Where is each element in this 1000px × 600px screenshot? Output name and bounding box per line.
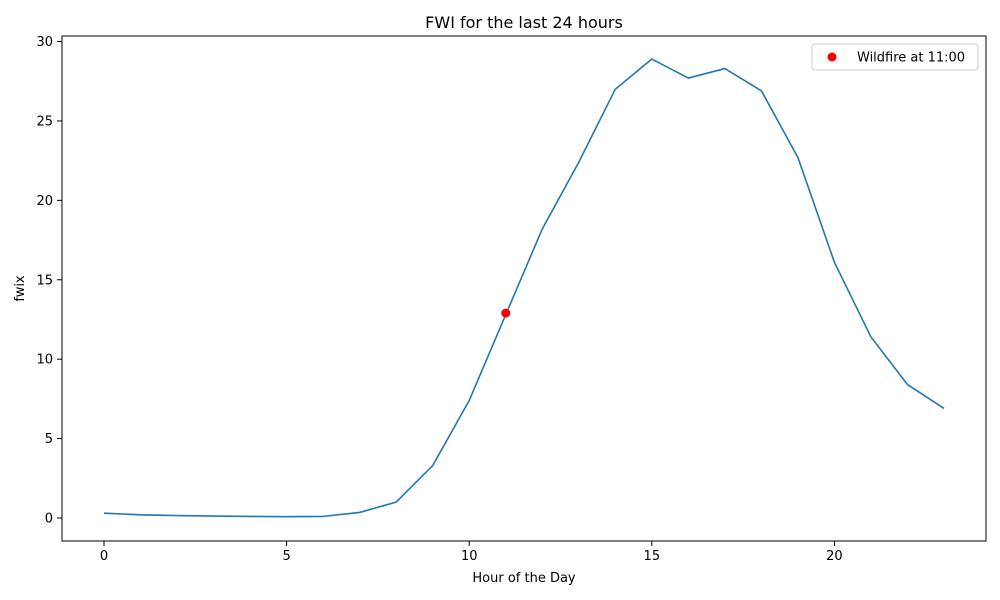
x-tick-label: 5 <box>282 549 290 564</box>
chart-title: FWI for the last 24 hours <box>425 13 623 32</box>
y-tick-label: 0 <box>45 511 53 526</box>
y-axis-label: fwix <box>13 275 28 302</box>
x-tick-label: 0 <box>100 549 108 564</box>
legend-box <box>811 43 979 71</box>
legend-label-wildfire: Wildfire at 11:00 <box>857 51 965 66</box>
series-line-0 <box>103 58 945 518</box>
legend: Wildfire at 11:00 <box>811 43 979 71</box>
axes-frame <box>61 35 987 542</box>
y-tick-label: 30 <box>36 35 53 50</box>
legend-marker-wildfire <box>827 52 837 62</box>
x-axis-label: Hour of the Day <box>472 571 576 586</box>
wildfire-point <box>501 308 511 318</box>
y-tick-label: 20 <box>36 194 53 209</box>
x-tick-label: 20 <box>826 549 843 564</box>
x-tick-label: 15 <box>644 549 661 564</box>
y-tick-label: 15 <box>36 273 53 288</box>
y-tick-label: 25 <box>36 114 53 129</box>
x-tick-label: 10 <box>461 549 478 564</box>
y-tick-label: 10 <box>36 353 53 368</box>
plot-area: 0 5 10 15 20 0 5 10 15 20 25 30 <box>36 35 987 564</box>
y-tick-label: 5 <box>45 432 53 447</box>
